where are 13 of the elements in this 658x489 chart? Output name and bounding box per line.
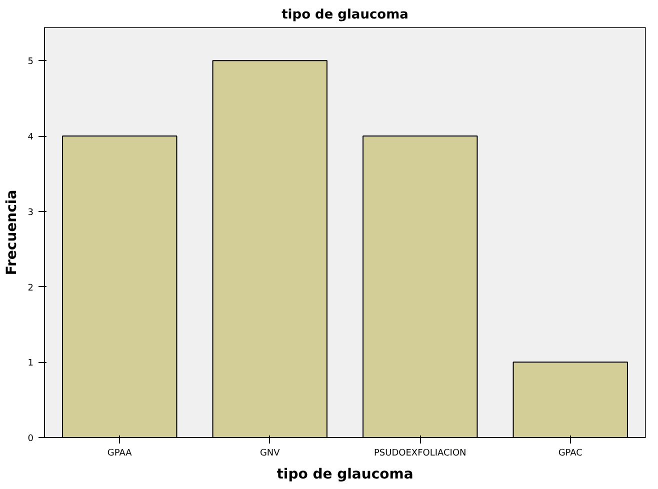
y-tick-label: 3 — [28, 208, 34, 218]
y-tick-label: 4 — [28, 132, 34, 143]
y-tick-label: 1 — [28, 358, 34, 369]
x-tick-label: PSUDOEXFOLIACION — [374, 448, 466, 458]
y-axis-title: Frecuencia — [4, 190, 20, 276]
x-tick-label: GPAA — [107, 448, 133, 458]
y-tick-label: 2 — [28, 283, 34, 294]
x-tick-label: GPAC — [558, 448, 582, 458]
x-axis-title: tipo de glaucoma — [276, 466, 414, 482]
x-tick-label: GNV — [260, 448, 281, 458]
chart-title: tipo de glaucoma — [282, 8, 408, 22]
y-tick-label: 0 — [28, 434, 34, 444]
y-tick-label: 5 — [28, 57, 34, 68]
